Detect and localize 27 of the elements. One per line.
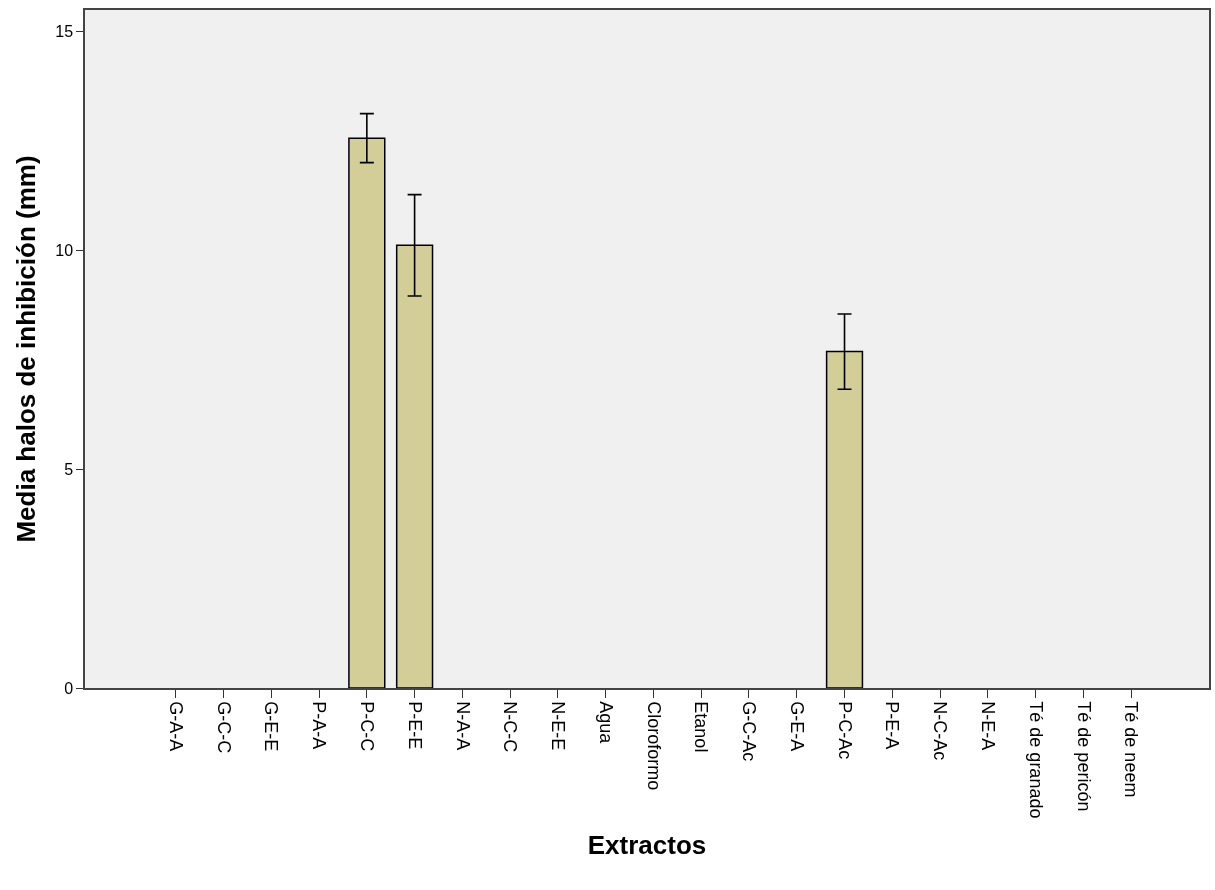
x-tick-label: G-E-A	[786, 701, 807, 752]
x-tick-label: G-A-A	[165, 701, 186, 752]
y-tick-label: 0	[64, 679, 74, 697]
x-tick-label: N-C-Ac	[930, 701, 951, 761]
x-tick-label: Agua	[595, 701, 616, 745]
x-tick-label: G-C-C	[213, 701, 234, 754]
x-tick-label: Etanol	[691, 701, 712, 753]
x-tick-label: N-E-A	[977, 701, 998, 751]
x-tick-label: N-C-C	[500, 701, 521, 753]
x-tick-label: Cloroformo	[643, 701, 664, 791]
x-tick-label: Té de neem	[1121, 701, 1142, 798]
x-tick-label: P-E-E	[404, 701, 425, 750]
y-axis-title: Media halos de inhibición (mm)	[11, 155, 42, 543]
x-tick-label: Té de pericón	[1073, 701, 1094, 812]
x-tick-label: P-C-C	[356, 701, 377, 752]
x-tick-label: Té de granado	[1025, 701, 1046, 819]
x-tick-label: P-E-A	[882, 701, 903, 750]
x-tick-label: G-C-Ac	[739, 701, 760, 762]
y-tick-label: 15	[55, 23, 74, 41]
x-tick-label: N-A-A	[452, 701, 473, 751]
x-tick-label: N-E-E	[548, 701, 569, 751]
x-tick-label: P-C-Ac	[834, 701, 855, 760]
y-tick-label: 10	[55, 242, 74, 260]
x-axis-title: Extractos	[587, 829, 707, 860]
x-tick-label: P-A-A	[309, 701, 330, 750]
x-tick-label: G-E-E	[261, 701, 282, 752]
y-tick-label: 5	[64, 460, 74, 478]
